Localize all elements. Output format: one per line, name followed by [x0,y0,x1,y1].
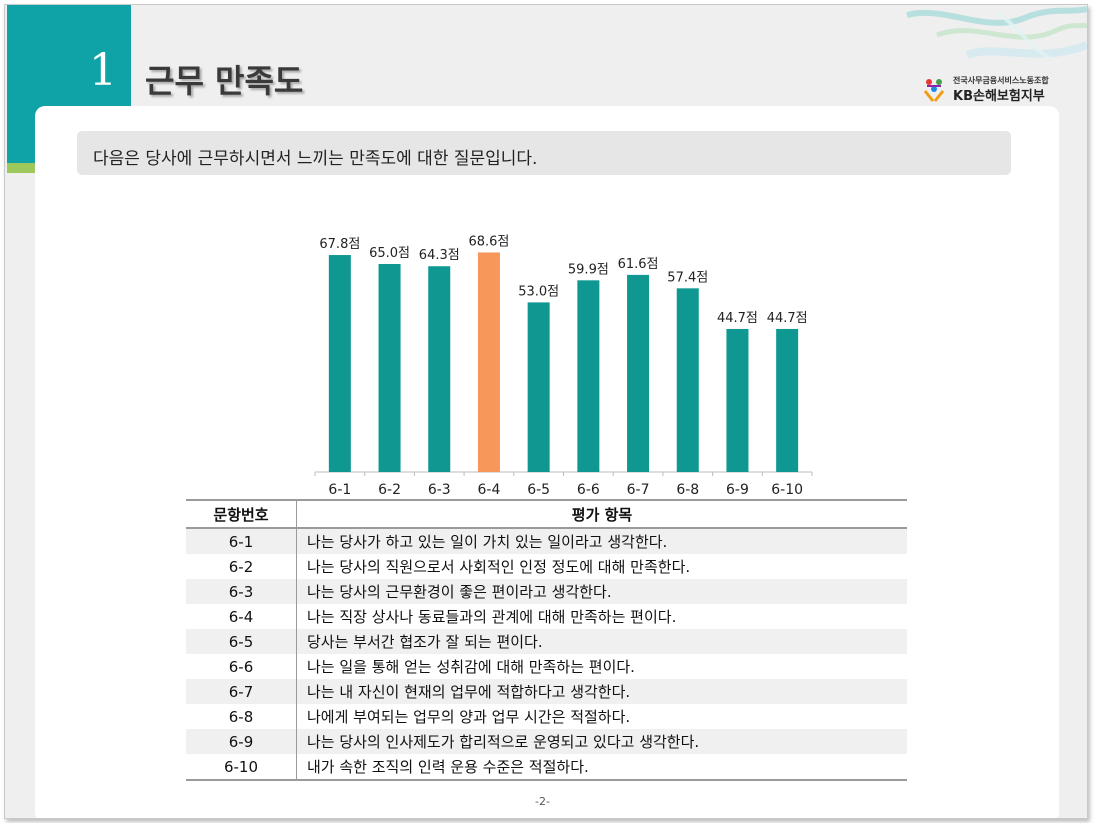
question-item: 나는 일을 통해 얻는 성취감에 대해 만족하는 편이다. [296,654,907,679]
decorative-swirl-graphic [906,6,1087,62]
bar-6-6 [577,280,600,472]
bar-6-2 [378,264,401,472]
category-label: 6-3 [428,482,451,498]
table-row: 6-4 나는 직장 상사나 동료들과의 관계에 대해 만족하는 편이다. [186,604,907,629]
table-row: 6-8 나에게 부여되는 업무의 양과 업무 시간은 적절하다. [186,704,907,729]
data-label: 68.6점 [468,234,509,249]
bar-6-7 [627,274,650,472]
section-number: 1 [89,45,117,96]
table-row: 6-1 나는 당사가 하고 있는 일이 가치 있는 일이라고 생각한다. [186,528,907,554]
bar-6-10 [776,328,799,472]
data-label: 64.3점 [419,248,460,263]
question-item: 당사는 부서간 협조가 잘 되는 편이다. [296,629,907,654]
question-id: 6-10 [186,754,297,781]
category-label: 6-6 [577,482,600,498]
header-question-number: 문항번호 [186,499,297,529]
question-item: 나에게 부여되는 업무의 양과 업무 시간은 적절하다. [296,704,907,729]
question-item: 내가 속한 조직의 인력 운용 수준은 적절하다. [296,754,907,781]
category-label: 6-7 [627,482,650,498]
question-item: 나는 당사의 직원으로서 사회적인 인정 정도에 대해 만족한다. [296,554,907,579]
table-row: 6-6 나는 일을 통해 얻는 성취감에 대해 만족하는 편이다. [186,654,907,679]
question-item: 나는 당사가 하고 있는 일이 가치 있는 일이라고 생각한다. [296,528,907,554]
data-label: 65.0점 [369,246,410,261]
slide: 1 근무 만족도 전국사무금융서비스노동조합 KB손해보험지부 다음은 당사에 … [4,4,1088,819]
section-title: 근무 만족도 [145,62,304,100]
question-item: 나는 당사의 근무환경이 좋은 편이라고 생각한다. [296,579,907,604]
category-label: 6-2 [378,482,401,498]
data-label: 44.7점 [717,311,758,326]
category-label: 6-4 [478,482,501,498]
union-emblem-icon [923,79,945,102]
bar-6-9 [726,328,749,472]
question-id: 6-9 [186,729,297,754]
category-label: 6-10 [771,482,803,498]
question-table: 문항번호 평가 항목 6-1 나는 당사가 하고 있는 일이 가치 있는 일이라… [186,499,907,781]
table-row: 6-10 내가 속한 조직의 인력 운용 수준은 적절하다. [186,754,907,781]
category-label: 6-9 [726,482,749,498]
data-label: 59.9점 [568,262,609,277]
satisfaction-bar-chart: 67.8점 6-1 65.0점 6-2 64.3점 6-3 68.6점 6-4 53.0점 6-5… [314,234,813,498]
question-item: 나는 직장 상사나 동료들과의 관계에 대해 만족하는 편이다. [296,604,907,629]
branch-name: KB손해보험지부 [953,89,1045,104]
data-label: 67.8점 [319,237,360,252]
question-item: 나는 당사의 인사제도가 합리적으로 운영되고 있다고 생각한다. [296,729,907,754]
data-label: 44.7점 [767,311,808,326]
question-item: 나는 내 자신이 현재의 업무에 적합하다고 생각한다. [296,679,907,704]
bar-6-1 [328,255,351,472]
bar-6-8 [676,288,699,472]
bar-6-3 [428,266,451,472]
data-label: 53.0점 [518,284,559,299]
table-row: 6-3 나는 당사의 근무환경이 좋은 편이라고 생각한다. [186,579,907,604]
table-header-row: 문항번호 평가 항목 [186,499,907,529]
category-label: 6-1 [328,482,351,498]
data-label: 57.4점 [667,270,708,285]
question-id: 6-1 [186,528,297,554]
bar-6-4 [477,252,500,472]
question-text: 다음은 당사에 근무하시면서 느끼는 만족도에 대한 질문입니다. [93,149,538,169]
union-name: 전국사무금융서비스노동조합 [953,76,1049,85]
table-row: 6-5 당사는 부서간 협조가 잘 되는 편이다. [186,629,907,654]
question-id: 6-7 [186,679,297,704]
question-id: 6-3 [186,579,297,604]
header-evaluation-item: 평가 항목 [296,499,907,529]
question-id: 6-2 [186,554,297,579]
question-id: 6-4 [186,604,297,629]
table-row: 6-9 나는 당사의 인사제도가 합리적으로 운영되고 있다고 생각한다. [186,729,907,754]
page-number: -2- [535,795,550,808]
question-id: 6-8 [186,704,297,729]
category-label: 6-8 [676,482,699,498]
question-id: 6-6 [186,654,297,679]
table-row: 6-7 나는 내 자신이 현재의 업무에 적합하다고 생각한다. [186,679,907,704]
accent-strip [7,163,37,173]
question-id: 6-5 [186,629,297,654]
bar-6-5 [527,302,550,472]
question-banner: 다음은 당사에 근무하시면서 느끼는 만족도에 대한 질문입니다. [77,131,1011,175]
union-logo: 전국사무금융서비스노동조합 KB손해보험지부 [921,75,1061,105]
data-label: 61.6점 [618,257,659,272]
table-row: 6-2 나는 당사의 직원으로서 사회적인 인정 정도에 대해 만족한다. [186,554,907,579]
category-label: 6-5 [527,482,550,498]
